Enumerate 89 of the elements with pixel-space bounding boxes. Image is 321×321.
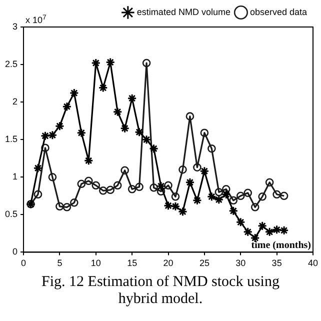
point — [156, 187, 166, 196]
point — [265, 178, 274, 187]
legend-label: estimated NMD volume — [136, 6, 230, 17]
point — [236, 192, 245, 200]
point — [258, 221, 268, 231]
point — [156, 181, 166, 191]
point — [48, 130, 58, 140]
point — [149, 144, 159, 154]
point — [178, 165, 187, 174]
point — [54, 121, 64, 131]
point — [272, 190, 281, 199]
point — [41, 144, 50, 152]
point — [200, 128, 209, 137]
legend-label: observed data — [250, 6, 308, 17]
point — [236, 217, 246, 227]
point — [208, 144, 216, 153]
point — [272, 224, 282, 234]
point — [221, 190, 231, 200]
point — [214, 194, 224, 204]
x-tick-label: 20 — [163, 258, 174, 268]
point — [185, 178, 195, 188]
point — [62, 203, 72, 212]
point — [250, 203, 260, 212]
point — [170, 202, 180, 212]
x-axis-title: time (months) — [251, 240, 311, 251]
point — [171, 192, 180, 201]
x-tick-label: 10 — [90, 258, 101, 268]
point — [84, 156, 94, 166]
point — [164, 200, 174, 210]
point — [229, 196, 238, 205]
point — [135, 182, 144, 192]
point — [76, 128, 86, 138]
point — [134, 127, 144, 137]
point — [128, 184, 136, 194]
point — [142, 134, 152, 144]
point — [56, 202, 64, 211]
point — [244, 188, 252, 198]
y-tick-label: 0.5 — [4, 209, 18, 220]
point — [243, 227, 253, 237]
point — [228, 206, 238, 216]
y-tick-label: 1.5 — [4, 134, 18, 144]
y-tick-label: 0 — [12, 246, 18, 257]
x-tick-label: 0 — [21, 258, 26, 268]
y-tick-label: 3 — [12, 21, 18, 32]
point — [40, 131, 50, 141]
text: Fig. 12 Estimation of NMD stock using hybrid model. — [40, 274, 280, 308]
point — [112, 107, 122, 117]
point — [192, 196, 202, 206]
point — [150, 183, 158, 192]
point — [33, 163, 43, 173]
x-tick-label: 40 — [308, 258, 318, 268]
point — [62, 102, 72, 112]
point — [193, 163, 202, 172]
point — [69, 88, 79, 98]
point — [70, 198, 78, 207]
point — [106, 58, 116, 68]
point — [120, 124, 130, 134]
point — [84, 176, 93, 186]
point — [34, 190, 42, 199]
point — [127, 94, 137, 104]
x-tick-label: 25 — [199, 258, 210, 268]
point — [106, 186, 115, 194]
point — [98, 83, 108, 93]
x-tick-label: 15 — [127, 258, 138, 268]
point — [258, 192, 266, 201]
point — [264, 227, 274, 237]
point — [142, 58, 151, 68]
point — [77, 180, 86, 188]
point — [91, 58, 101, 68]
point — [164, 181, 172, 190]
x-tick-label: 30 — [236, 258, 246, 268]
point — [214, 188, 224, 196]
point — [279, 226, 289, 236]
point — [280, 192, 288, 200]
point — [206, 192, 216, 202]
point — [48, 172, 57, 182]
point — [186, 112, 194, 120]
point — [222, 184, 230, 194]
point — [120, 166, 129, 175]
point — [178, 206, 188, 216]
y-tick-label: 2 — [12, 96, 18, 107]
point — [92, 181, 100, 190]
point — [200, 166, 210, 176]
point — [113, 181, 122, 190]
point — [98, 186, 108, 195]
y-tick-label: 1 — [12, 172, 18, 182]
x-tick-label: 35 — [272, 258, 282, 268]
y-tick-label: 2.5 — [4, 59, 18, 70]
x-tick-label: 5 — [57, 258, 62, 268]
